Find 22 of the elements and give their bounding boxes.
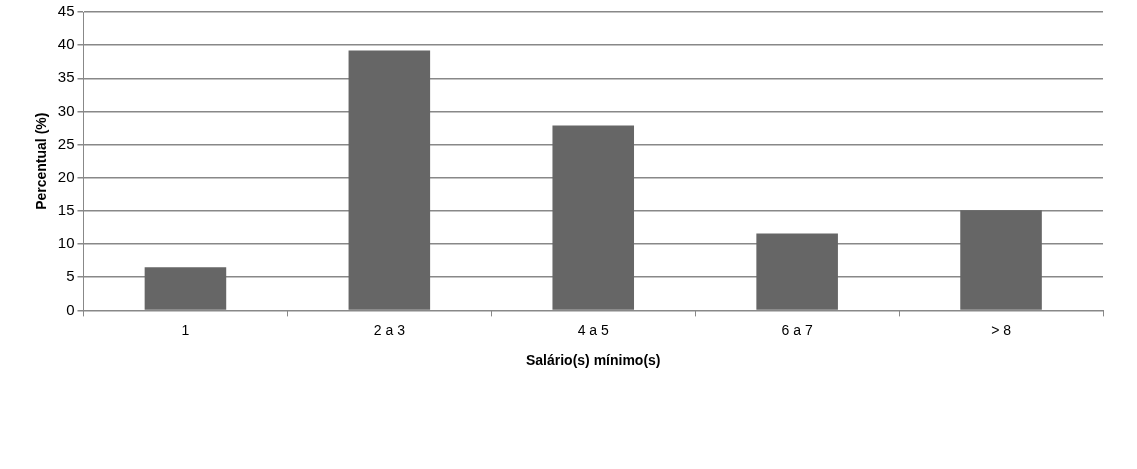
x-tick-label: 6 a 7 bbox=[781, 321, 813, 338]
y-tick-label: 20 bbox=[57, 167, 75, 185]
bar bbox=[348, 50, 431, 310]
bar bbox=[552, 125, 635, 310]
y-tick-label: 5 bbox=[66, 267, 75, 285]
y-tick-label: 15 bbox=[57, 201, 75, 219]
y-axis-title: Percentual (%) bbox=[33, 112, 50, 210]
bar bbox=[960, 210, 1042, 310]
x-tick-label: 2 a 3 bbox=[373, 321, 406, 338]
x-tick-label: > 8 bbox=[991, 321, 1012, 338]
y-tick-label: 30 bbox=[57, 101, 75, 119]
x-tick-label: 1 bbox=[181, 321, 190, 338]
y-tick-label: 10 bbox=[57, 234, 75, 252]
bar bbox=[756, 233, 838, 310]
x-axis-title: Salário(s) mínimo(s) bbox=[525, 352, 661, 369]
y-tick-label: 25 bbox=[57, 134, 75, 152]
y-tick-label: 45 bbox=[57, 2, 75, 20]
y-tick-label: 0 bbox=[66, 300, 75, 318]
y-tick-label: 40 bbox=[57, 35, 75, 53]
y-tick-label: 35 bbox=[57, 68, 75, 86]
bar bbox=[144, 267, 227, 310]
x-tick-label: 4 a 5 bbox=[577, 321, 610, 338]
